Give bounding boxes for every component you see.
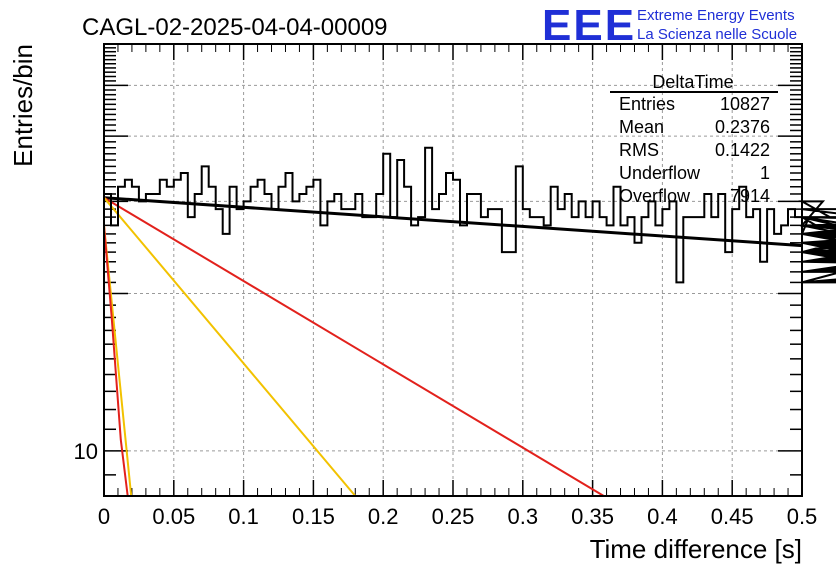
x-tick-label: 0.4 xyxy=(647,504,678,529)
eee-logo: EEE xyxy=(542,1,636,50)
fit-curve xyxy=(103,225,129,497)
grid-lines xyxy=(104,44,802,496)
fit-curve xyxy=(103,196,803,248)
x-tick-label: 0.35 xyxy=(571,504,614,529)
brand-line-1: Extreme Energy Events xyxy=(637,7,795,24)
y-tick-label: 10 xyxy=(74,439,98,464)
x-tick-label: 0.45 xyxy=(711,504,754,529)
fit-curves xyxy=(103,196,803,497)
y-axis-label: Entries/bin xyxy=(8,44,38,167)
x-tick-label: 0.3 xyxy=(508,504,539,529)
stats-row-value: 0.2376 xyxy=(715,117,770,137)
axis-ticks xyxy=(103,43,803,496)
brand-line-2: La Scienza nelle Scuole xyxy=(637,26,797,43)
run-title: CAGL-02-2025-04-04-00009 xyxy=(82,14,388,41)
stats-row-label: Underflow xyxy=(619,163,701,183)
x-axis-label: Time difference [s] xyxy=(590,534,802,564)
stats-row-label: Entries xyxy=(619,94,675,114)
y-tick-labels: 10 xyxy=(74,439,98,464)
x-tick-label: 0.25 xyxy=(432,504,475,529)
stats-box: DeltaTime Entries 10827 Mean 0.2376 RMS 0.142… xyxy=(610,72,778,206)
stats-row-value: 7914 xyxy=(730,186,770,206)
plot-frame xyxy=(103,43,803,497)
x-tick-label: 0.2 xyxy=(368,504,399,529)
stats-row-label: Mean xyxy=(619,117,664,137)
x-tick-label: 0 xyxy=(98,504,110,529)
x-tick-label: 0.5 xyxy=(787,504,818,529)
stats-row-value: 0.1422 xyxy=(715,140,770,160)
histogram-series xyxy=(104,146,836,284)
stats-row-label: RMS xyxy=(619,140,659,160)
fit-curve xyxy=(103,196,605,497)
stats-row-value: 1 xyxy=(760,163,770,183)
x-tick-label: 0.05 xyxy=(152,504,195,529)
x-tick-label: 0.1 xyxy=(228,504,259,529)
stats-row-value: 10827 xyxy=(720,94,770,114)
fit-curve xyxy=(103,197,357,497)
stats-row-label: Overflow xyxy=(619,186,691,206)
stats-box-title: DeltaTime xyxy=(652,72,733,92)
x-tick-label: 0.15 xyxy=(292,504,335,529)
x-tick-labels: 0 0.05 0.1 0.15 0.2 0.25 0.3 0.35 0.4 0.45 0.5 xyxy=(98,504,817,529)
